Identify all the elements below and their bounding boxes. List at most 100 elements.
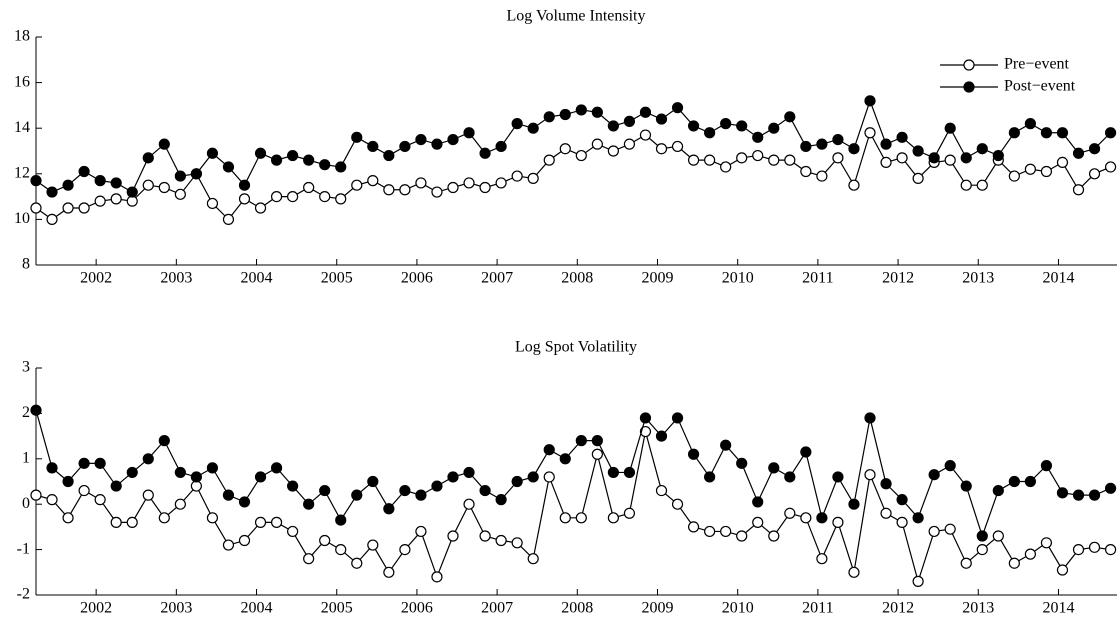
x-tick-label: 2006 bbox=[401, 600, 433, 617]
point bbox=[1104, 482, 1117, 494]
point bbox=[752, 149, 764, 162]
point bbox=[752, 496, 764, 508]
point bbox=[543, 444, 555, 456]
point bbox=[960, 480, 972, 492]
point bbox=[415, 489, 427, 501]
point bbox=[222, 213, 235, 225]
x-tick-label: 2009 bbox=[641, 270, 673, 287]
point bbox=[832, 471, 844, 483]
x-tick-label: 2004 bbox=[241, 600, 273, 617]
point bbox=[800, 512, 812, 524]
point bbox=[992, 484, 1004, 497]
point bbox=[415, 525, 427, 538]
point bbox=[158, 181, 170, 194]
point bbox=[607, 120, 619, 132]
point bbox=[1040, 537, 1053, 549]
point bbox=[270, 516, 283, 528]
point bbox=[383, 149, 395, 162]
point bbox=[142, 453, 154, 465]
point bbox=[447, 134, 459, 146]
point bbox=[206, 462, 219, 474]
point bbox=[1104, 161, 1117, 173]
x-tick-label: 2012 bbox=[882, 600, 914, 617]
point bbox=[623, 138, 636, 150]
point bbox=[575, 104, 587, 116]
point bbox=[784, 471, 796, 483]
point bbox=[928, 152, 940, 164]
point bbox=[30, 489, 42, 501]
point bbox=[174, 498, 186, 510]
point bbox=[928, 525, 940, 538]
point bbox=[222, 539, 235, 551]
point bbox=[559, 108, 571, 121]
point bbox=[1088, 143, 1101, 155]
point bbox=[1008, 475, 1020, 488]
point bbox=[704, 127, 716, 139]
point bbox=[174, 170, 186, 182]
point bbox=[784, 111, 796, 123]
point bbox=[607, 466, 619, 479]
point bbox=[238, 193, 251, 205]
point bbox=[848, 498, 860, 510]
x-tick-label: 2010 bbox=[722, 270, 754, 287]
point bbox=[591, 138, 603, 150]
point bbox=[832, 134, 844, 146]
point bbox=[1056, 156, 1069, 168]
point bbox=[559, 143, 571, 155]
point bbox=[1040, 127, 1053, 139]
point bbox=[1040, 165, 1053, 178]
point bbox=[816, 170, 828, 182]
point bbox=[704, 525, 716, 538]
point bbox=[238, 496, 251, 508]
point bbox=[399, 543, 411, 556]
x-tick-label: 2014 bbox=[1042, 600, 1074, 617]
point bbox=[1024, 475, 1036, 488]
point bbox=[303, 181, 315, 194]
point bbox=[912, 145, 924, 157]
point bbox=[367, 175, 379, 187]
x-tick-label: 2004 bbox=[241, 270, 273, 287]
point bbox=[976, 143, 988, 155]
point bbox=[800, 140, 812, 153]
point bbox=[303, 154, 315, 166]
point bbox=[816, 553, 828, 565]
y-tick-label: 18 bbox=[14, 28, 30, 45]
point bbox=[1072, 147, 1085, 159]
point bbox=[992, 149, 1004, 162]
point bbox=[62, 202, 74, 214]
point bbox=[623, 466, 636, 479]
point bbox=[687, 448, 700, 460]
point bbox=[254, 147, 267, 159]
point bbox=[864, 412, 876, 424]
point bbox=[270, 154, 283, 166]
point bbox=[46, 213, 58, 225]
point bbox=[415, 134, 427, 146]
point bbox=[78, 457, 90, 469]
x-tick-label: 2007 bbox=[481, 270, 513, 287]
point bbox=[383, 184, 395, 196]
point bbox=[575, 149, 587, 162]
point bbox=[222, 161, 235, 173]
point bbox=[62, 475, 74, 488]
point bbox=[1072, 543, 1085, 556]
point bbox=[94, 175, 106, 187]
legend-marker bbox=[963, 81, 975, 93]
point bbox=[944, 154, 956, 166]
point bbox=[238, 179, 251, 191]
point bbox=[527, 471, 539, 483]
point bbox=[46, 494, 58, 506]
point bbox=[1088, 168, 1101, 180]
point bbox=[639, 129, 652, 141]
x-tick-label: 2013 bbox=[962, 270, 994, 287]
point bbox=[1024, 163, 1036, 175]
point bbox=[864, 469, 876, 481]
point bbox=[607, 512, 619, 524]
point bbox=[639, 412, 652, 424]
point bbox=[1104, 127, 1117, 139]
point bbox=[1024, 548, 1036, 560]
point bbox=[960, 557, 972, 569]
point bbox=[30, 404, 42, 416]
point bbox=[431, 186, 443, 198]
y-tick-label: 2 bbox=[22, 404, 30, 421]
point bbox=[960, 179, 972, 191]
